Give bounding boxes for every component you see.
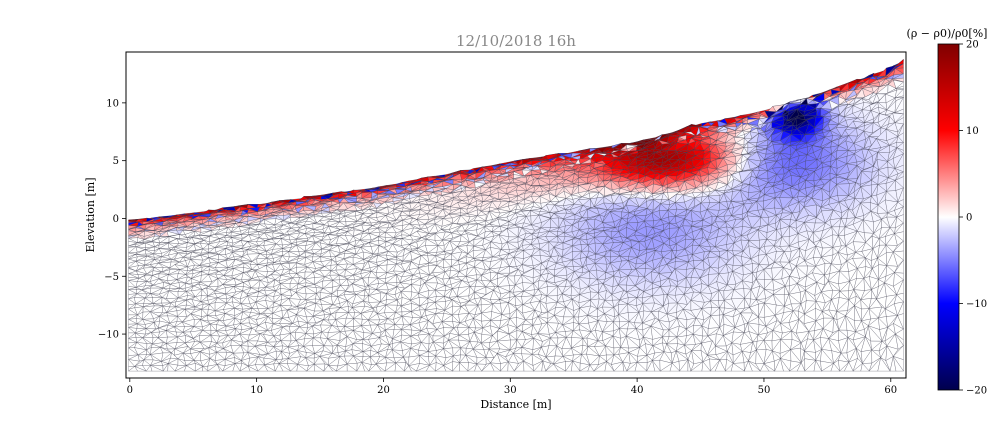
chart-title: 12/10/2018 16h [456,32,576,50]
mesh-cell [401,180,410,183]
plot-area [127,58,905,372]
mesh-cell [529,157,542,159]
triangular-mesh [127,58,905,372]
